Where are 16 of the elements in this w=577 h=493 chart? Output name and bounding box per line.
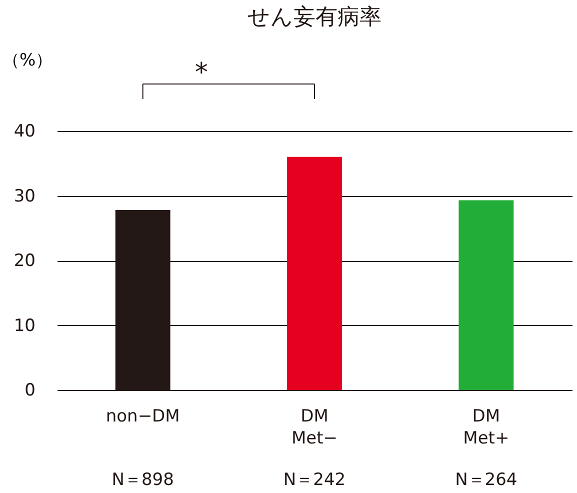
y-tick-label: 30 — [14, 186, 36, 206]
x-tick-label: DM Met+ — [463, 406, 510, 448]
y-tick-label: 10 — [14, 316, 36, 336]
text: N＝264 — [455, 470, 518, 490]
x-tick-label: DM Met− — [291, 406, 338, 448]
bar — [287, 156, 342, 390]
bar — [458, 200, 514, 390]
text: * — [194, 58, 208, 88]
y-axis-title: （%） — [2, 50, 53, 70]
text: N＝242 — [283, 470, 346, 490]
chart-title: せん妄有病率 — [248, 5, 382, 30]
x-tick-label: non−DM — [106, 406, 180, 426]
y-tick-label: 20 — [14, 251, 36, 271]
y-tick-label: 0 — [24, 380, 36, 400]
text: N＝898 — [112, 470, 174, 490]
y-tick-label: 40 — [14, 122, 36, 142]
